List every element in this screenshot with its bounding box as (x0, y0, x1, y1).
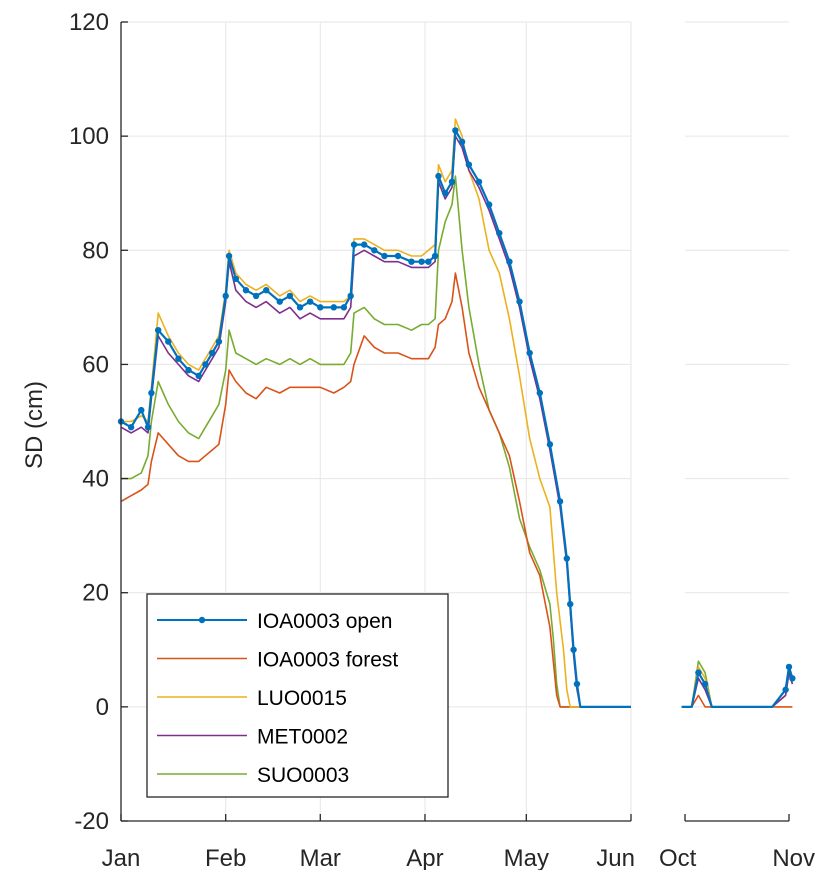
data-point (408, 258, 415, 265)
data-point (127, 424, 135, 431)
series-line-ioa0003-forest (120, 272, 631, 708)
data-point (563, 555, 571, 562)
data-point (546, 441, 554, 448)
left-panel-series (117, 118, 631, 709)
data-point (785, 663, 793, 671)
x-tick-label: Mar (300, 845, 341, 870)
x-tick-label: Nov (772, 845, 815, 870)
legend: IOA0003 open IOA0003 forest LUO0015 MET0002… (146, 593, 449, 798)
data-point (202, 361, 209, 368)
x-tick-label: Oct (659, 845, 697, 870)
right-panel-series (681, 660, 796, 709)
data-point (782, 686, 789, 693)
data-point (381, 252, 388, 260)
y-tick-label: 80 (82, 237, 109, 264)
legend-label-ioa0003-forest: IOA0003 forest (257, 649, 398, 672)
data-point (286, 292, 294, 300)
series-line-ioa0003-open-right (681, 665, 794, 709)
data-point (306, 298, 314, 305)
axes (120, 21, 790, 822)
data-point (536, 389, 544, 397)
data-point (506, 258, 513, 265)
data-point (175, 355, 182, 362)
data-point (144, 424, 152, 431)
data-point (232, 275, 240, 283)
data-point (276, 298, 283, 305)
data-point (465, 161, 473, 168)
data-point (789, 675, 796, 682)
data-point (340, 304, 348, 311)
y-tick-label: 20 (82, 580, 109, 607)
data-point (425, 258, 432, 265)
data-point (330, 304, 337, 311)
data-point (350, 241, 358, 248)
data-point (394, 252, 402, 260)
data-point (442, 190, 449, 197)
series-line-luo0015 (121, 118, 631, 708)
y-tick-label: 60 (82, 351, 109, 378)
legend-marker-ioa0003-open (198, 616, 206, 624)
data-point (165, 338, 172, 345)
data-point (225, 252, 233, 260)
data-point (458, 138, 466, 146)
tick-labels: -20 0 20 40 60 80 100 120 Jan Feb Mar Apr May Jun Oct N… (69, 9, 815, 870)
x-tick-label: Apr (406, 845, 443, 870)
data-point (148, 389, 155, 397)
y-axis-label: SD (cm) (21, 381, 48, 469)
right-panel-grid (685, 21, 789, 822)
data-point (317, 304, 324, 311)
data-point (475, 178, 483, 185)
data-point (195, 372, 202, 380)
y-tick-label: 0 (96, 694, 109, 721)
data-point (570, 646, 577, 653)
y-tick-label: -20 (74, 808, 109, 835)
data-point (418, 258, 425, 265)
data-point (567, 600, 574, 608)
x-tick-label: Jan (102, 845, 141, 870)
data-point (496, 229, 503, 237)
data-point (185, 366, 192, 374)
data-point (347, 292, 354, 300)
x-tick-label: May (504, 845, 549, 870)
data-point (371, 247, 378, 254)
x-tick-label: Feb (205, 845, 246, 870)
data-point (296, 304, 304, 311)
data-point (448, 178, 456, 185)
y-tick-label: 40 (82, 466, 109, 493)
legend-label-luo0015: LUO0015 (257, 687, 347, 710)
data-point (242, 287, 250, 294)
data-point (215, 338, 223, 345)
data-point (208, 349, 216, 357)
y-tick-label: 120 (69, 9, 109, 36)
data-point (452, 127, 459, 134)
data-point (252, 292, 260, 300)
legend-box (146, 593, 449, 798)
data-point (556, 498, 564, 505)
data-point (701, 680, 709, 688)
data-point (263, 287, 270, 294)
x-tick-label: Jun (596, 845, 635, 870)
data-point (435, 172, 442, 180)
data-point (485, 201, 493, 208)
data-point (526, 349, 533, 357)
legend-label-suo0003: SUO0003 (257, 764, 349, 787)
data-point (431, 252, 439, 260)
data-point (138, 406, 145, 414)
legend-label-ioa0003-open: IOA0003 open (257, 610, 392, 633)
data-point (360, 241, 368, 248)
data-point (516, 298, 523, 305)
data-point (154, 326, 162, 334)
data-point (222, 292, 229, 300)
data-point (573, 680, 581, 688)
data-point (695, 669, 702, 676)
legend-label-met0002: MET0002 (257, 726, 348, 749)
y-tick-label: 100 (69, 123, 109, 150)
